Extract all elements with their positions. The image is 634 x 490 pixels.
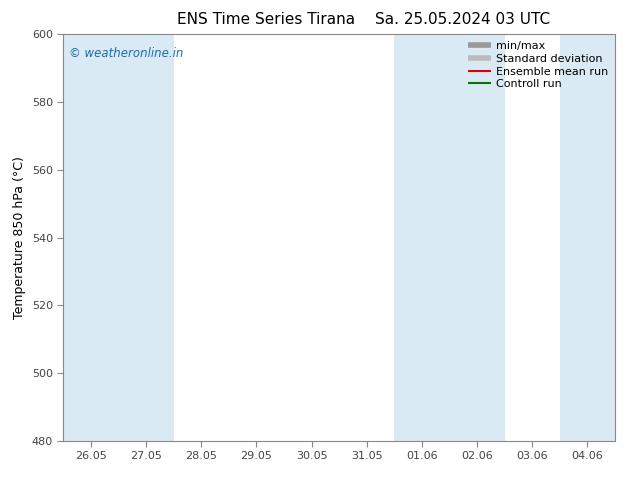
Bar xyxy=(560,34,615,441)
Bar xyxy=(119,34,174,441)
Text: Sa. 25.05.2024 03 UTC: Sa. 25.05.2024 03 UTC xyxy=(375,12,550,27)
Text: © weatheronline.in: © weatheronline.in xyxy=(69,47,183,59)
Bar xyxy=(394,34,450,441)
Bar xyxy=(63,34,119,441)
Bar xyxy=(450,34,505,441)
Y-axis label: Temperature 850 hPa (°C): Temperature 850 hPa (°C) xyxy=(13,156,26,319)
Text: ENS Time Series Tirana: ENS Time Series Tirana xyxy=(178,12,355,27)
Legend: min/max, Standard deviation, Ensemble mean run, Controll run: min/max, Standard deviation, Ensemble me… xyxy=(465,38,612,93)
